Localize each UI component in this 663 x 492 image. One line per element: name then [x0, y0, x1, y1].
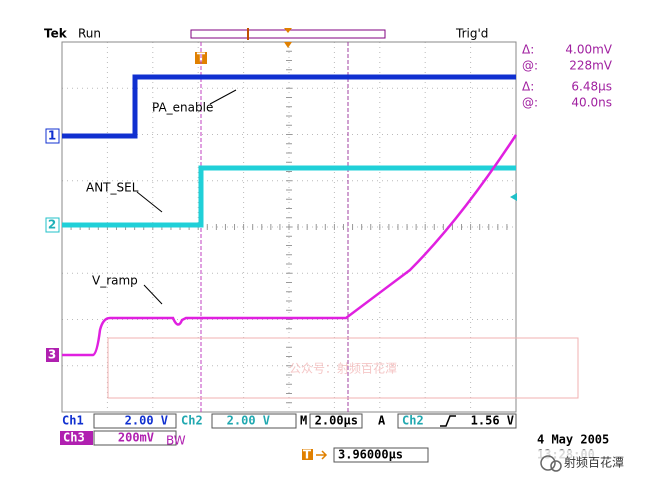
readout-box: [309, 413, 363, 429]
ch2-scale: 2.00 V: [227, 414, 270, 428]
signal-label: PA_enable: [152, 101, 213, 115]
pointer: [143, 284, 163, 305]
ch3-label: Ch3: [63, 431, 85, 445]
trigger-pos-marker: [284, 28, 292, 33]
timebase-label: M: [300, 414, 307, 428]
timebase-scale: 2.00µs: [315, 414, 358, 428]
ch3-badge: [60, 431, 93, 445]
waveform-ch2: [62, 165, 516, 228]
channel-marker: [45, 128, 60, 144]
watermark-frame: [107, 337, 579, 399]
signal-label: ANT_SEL: [86, 181, 139, 195]
ch2-label: Ch2: [181, 414, 203, 428]
trigger-status: Trig'd: [455, 27, 488, 41]
logo-text: 射频百花潭: [564, 455, 624, 470]
date: 4 May 2005: [537, 433, 609, 447]
signal-label: V_ramp: [92, 274, 138, 288]
readout-box: [93, 430, 177, 446]
readout-symbol: Δ:: [522, 43, 534, 57]
position-arrow: [316, 450, 328, 460]
readout-box: [333, 447, 429, 463]
horizontal-position: 3.96000µs: [338, 448, 403, 462]
pointer: [209, 89, 237, 105]
readout-value: 4.00mV: [565, 43, 612, 57]
readout-symbol: Δ:: [522, 80, 534, 94]
readout-value: 6.48µs: [571, 80, 612, 94]
ch3-scale: 200mV: [118, 431, 154, 445]
readout-value: 228mV: [569, 59, 613, 73]
trigger-level: 1.56 V: [471, 414, 514, 428]
pointer: [136, 191, 163, 213]
position-icon: [302, 449, 313, 460]
readout-symbol: @:: [522, 59, 538, 73]
channel-number: 3: [48, 348, 56, 362]
run-status: Run: [78, 27, 101, 41]
position-icon-letter: T: [303, 448, 312, 462]
trigger-source: Ch2: [402, 414, 424, 428]
trigger-pos-marker: [284, 42, 292, 48]
trigger-slope-icon: [440, 415, 456, 427]
readout-value: 40.0ns: [571, 96, 612, 110]
waveform-ch1: [62, 74, 516, 139]
channel-number: 2: [48, 218, 56, 232]
bandwidth-limit: BW: [166, 434, 186, 448]
brand: Tek: [44, 27, 68, 41]
watermark: 公众号：射频百花潭: [289, 361, 397, 376]
channel-marker: [46, 348, 59, 362]
logo-icon: [550, 460, 562, 472]
readout-box: [397, 413, 517, 429]
trigger-level-marker: [510, 193, 517, 201]
logo-icon: [540, 455, 556, 471]
trigger-mode: A: [378, 414, 386, 428]
readout-symbol: @:: [522, 96, 538, 110]
channel-number: 1: [48, 129, 56, 143]
ch1-label: Ch1: [62, 414, 84, 428]
readout-box: [93, 413, 177, 429]
readout-box: [211, 413, 297, 429]
waveform-ch3: [62, 134, 518, 357]
logo-bg: [524, 450, 654, 476]
ch1-scale: 2.00 V: [125, 414, 168, 428]
channel-marker: [45, 217, 60, 233]
